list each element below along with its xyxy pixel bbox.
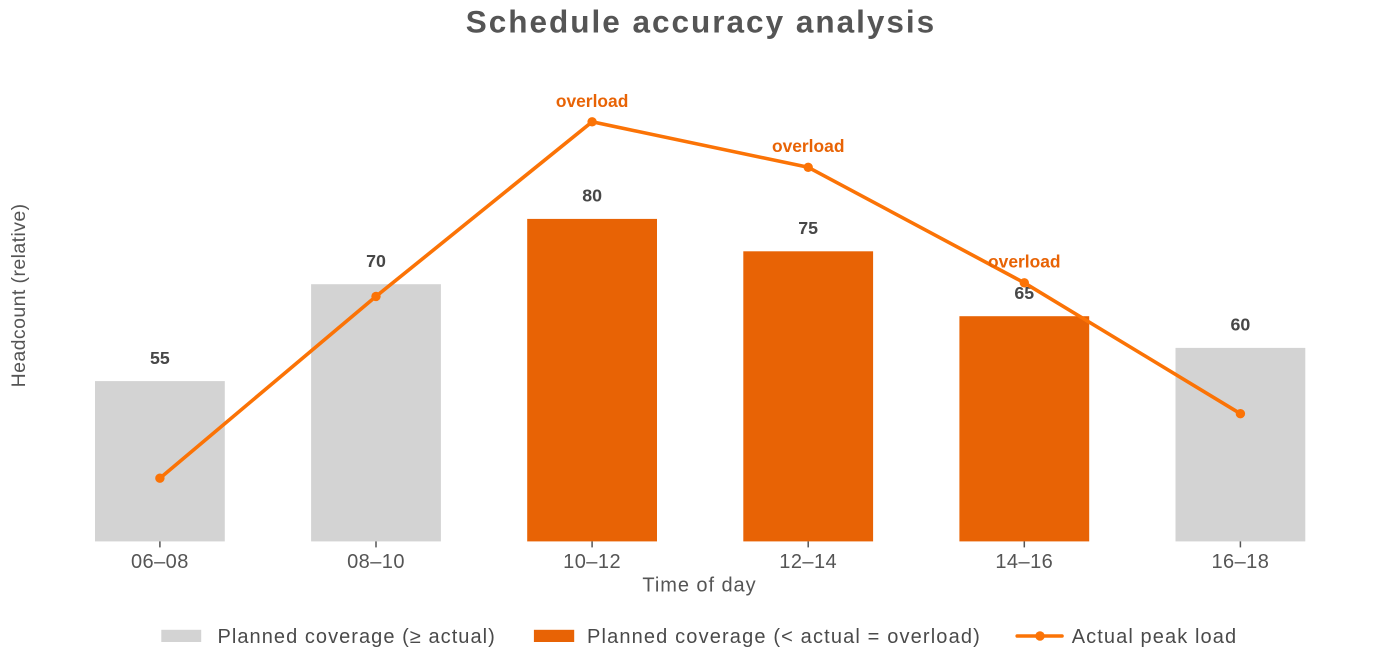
svg-text:60: 60 <box>1231 315 1251 335</box>
svg-text:Time of day: Time of day <box>642 574 756 596</box>
svg-text:12–14: 12–14 <box>779 551 837 573</box>
svg-text:Actual peak load: Actual peak load <box>1072 626 1237 648</box>
svg-text:Schedule accuracy analysis: Schedule accuracy analysis <box>466 4 937 40</box>
svg-text:75: 75 <box>798 218 818 238</box>
svg-text:08–10: 08–10 <box>347 551 405 573</box>
svg-text:70: 70 <box>366 251 386 271</box>
svg-text:55: 55 <box>150 348 170 368</box>
svg-text:10–12: 10–12 <box>563 551 621 573</box>
svg-text:Planned coverage (< actual = o: Planned coverage (< actual = overload) <box>587 626 981 648</box>
svg-text:80: 80 <box>582 186 602 206</box>
svg-text:06–08: 06–08 <box>131 551 189 573</box>
svg-text:overload: overload <box>988 252 1060 272</box>
svg-text:Headcount (relative): Headcount (relative) <box>8 203 30 387</box>
svg-text:14–16: 14–16 <box>995 551 1053 573</box>
svg-text:16–18: 16–18 <box>1211 551 1269 573</box>
svg-text:overload: overload <box>772 136 844 156</box>
svg-text:overload: overload <box>556 91 628 111</box>
svg-text:Planned coverage (≥ actual): Planned coverage (≥ actual) <box>218 626 496 648</box>
